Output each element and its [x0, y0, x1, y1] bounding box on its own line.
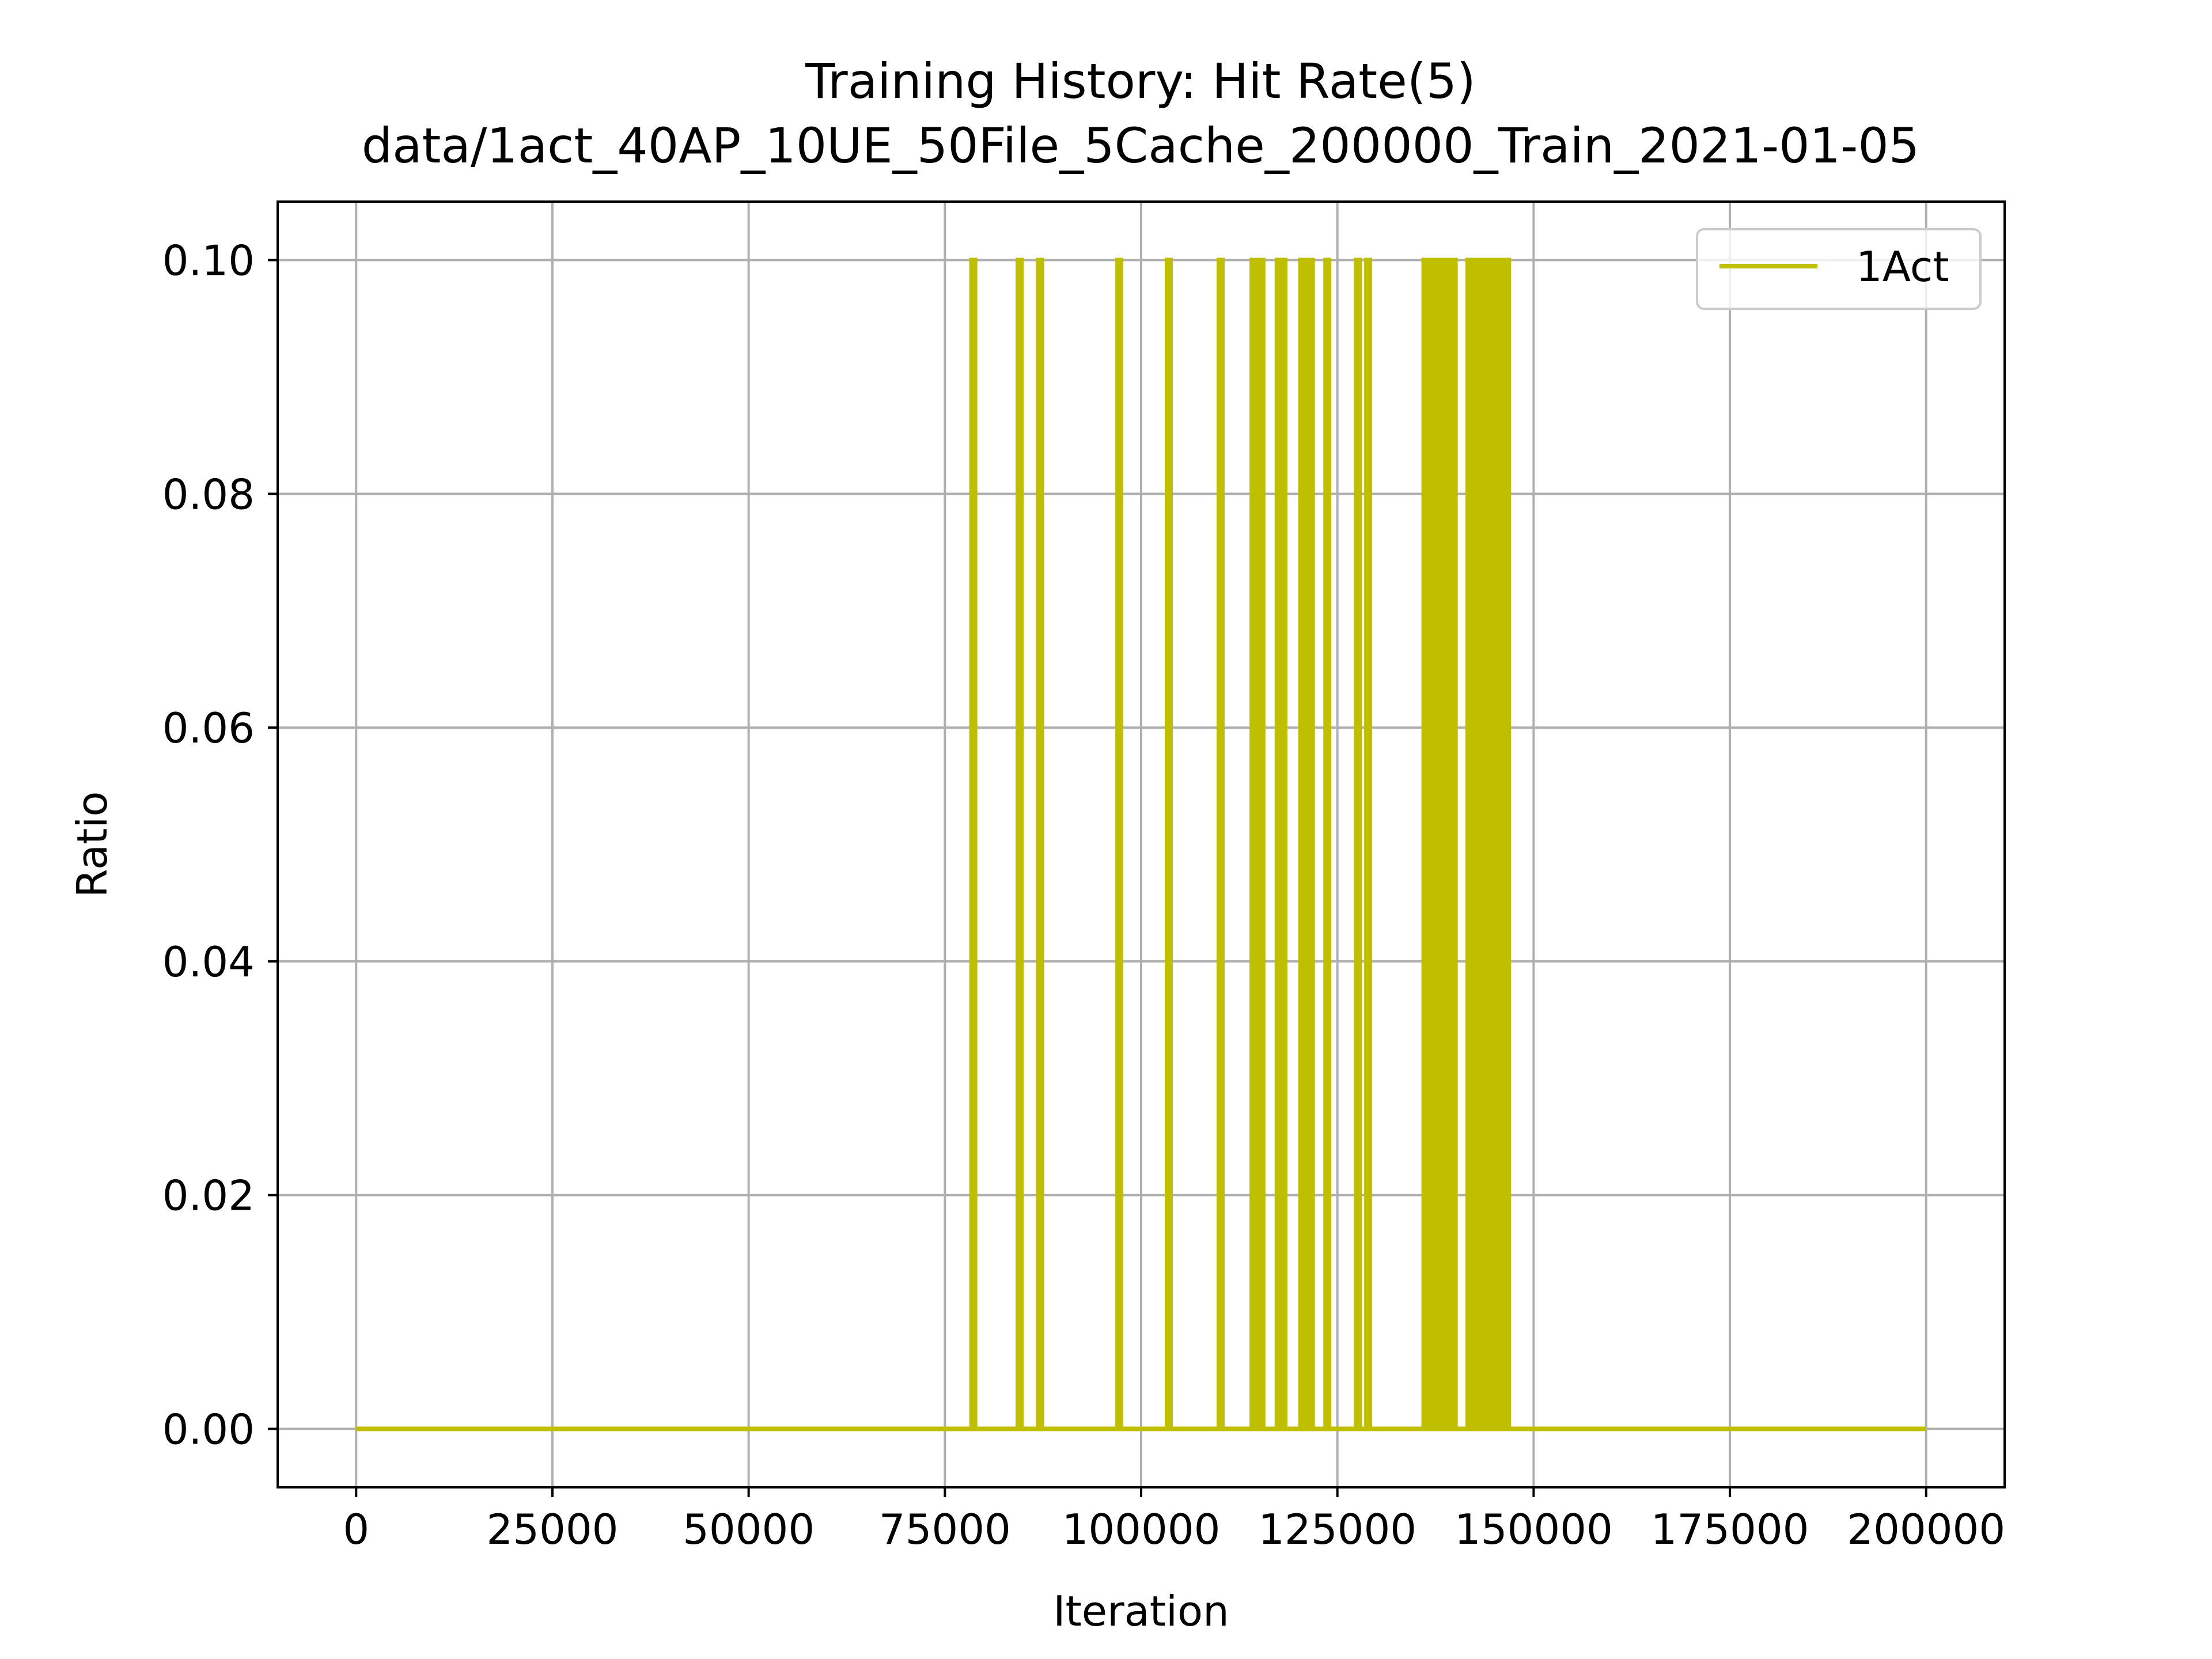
y-axis-label: Ratio — [68, 791, 116, 898]
legend-label-1act: 1Act — [1856, 243, 1949, 291]
legend-box — [1696, 228, 1982, 310]
x-tick-label: 50000 — [683, 1505, 815, 1554]
x-tick-label: 200000 — [1847, 1505, 2005, 1554]
x-axis-label: Iteration — [1053, 1587, 1229, 1635]
x-tick-label: 175000 — [1651, 1505, 1809, 1554]
y-tick-label: 0.00 — [162, 1406, 255, 1454]
series-line-1act — [356, 257, 1926, 1431]
y-tick-label: 0.08 — [162, 470, 255, 518]
x-tick-label: 150000 — [1455, 1505, 1613, 1554]
series-layer — [356, 257, 1926, 1431]
x-tick-label: 75000 — [879, 1505, 1011, 1554]
x-tick-label: 25000 — [486, 1505, 618, 1554]
x-tick-label: 100000 — [1062, 1505, 1221, 1554]
chart-title: Training History: Hit Rate(5) — [805, 53, 1476, 109]
y-axis-ticks: 0.00 0.02 0.04 0.06 0.08 0.10 — [162, 236, 278, 1454]
x-tick-label: 125000 — [1258, 1505, 1416, 1554]
y-tick-label: 0.06 — [162, 704, 255, 752]
chart-subtitle: data/1act_40AP_10UE_50File_5Cache_200000… — [362, 118, 1920, 174]
y-tick-label: 0.10 — [162, 236, 255, 285]
legend: 1Act — [1696, 228, 1982, 310]
y-tick-label: 0.04 — [162, 938, 255, 986]
y-tick-label: 0.02 — [162, 1172, 255, 1220]
x-tick-label: 0 — [343, 1505, 369, 1554]
x-axis-ticks: 0 25000 50000 75000 100000 125000 150000 175000… — [343, 1487, 2005, 1554]
